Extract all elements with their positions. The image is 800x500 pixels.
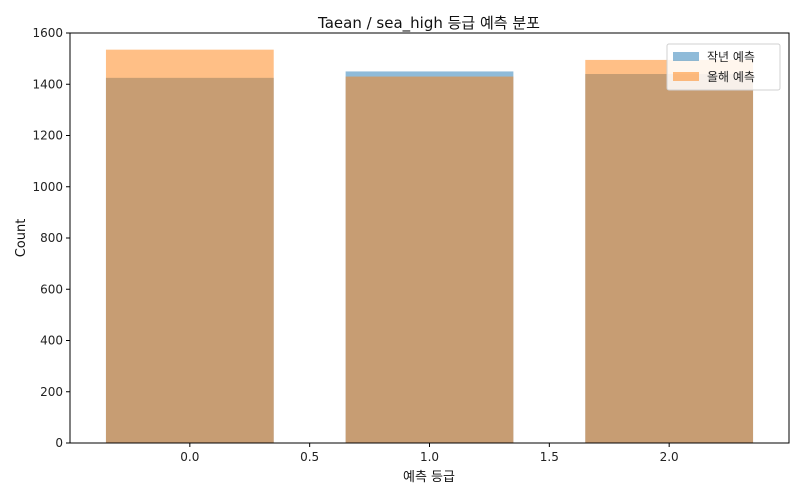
chart-title: Taean / sea_high 등급 예측 분포 [317,14,540,33]
y-tick-label: 0 [55,436,63,450]
y-axis-title: Count [14,219,29,258]
y-tick-label: 1400 [32,77,63,91]
y-tick-label: 200 [40,385,63,399]
bar-series-1-category-1 [345,76,514,443]
bar-series-1-category-0 [105,49,274,443]
x-axis-title: 예측 등급 [403,470,455,485]
y-tick-label: 1000 [32,180,63,194]
y-tick-label: 1600 [32,26,63,40]
legend-label: 작년 예측 [707,50,755,64]
bars-layer [105,49,754,443]
x-tick-label: 1.0 [420,450,439,464]
bar-series-1-category-2 [585,59,754,443]
legend-swatch [673,52,699,61]
legend-label: 올해 예측 [707,70,755,84]
y-tick-label: 800 [40,231,63,245]
y-tick-label: 600 [40,282,63,296]
x-tick-label: 0.5 [300,450,319,464]
x-tick-label: 0.0 [180,450,199,464]
x-axis: 0.0 0.5 1.0 1.5 2.0 [180,443,679,464]
x-tick-label: 1.5 [540,450,559,464]
y-tick-label: 400 [40,334,63,348]
y-axis: 0 200 400 600 800 1000 1200 1400 1600 [32,26,70,450]
x-tick-label: 2.0 [660,450,679,464]
legend-swatch [673,72,699,81]
y-tick-label: 1200 [32,129,63,143]
